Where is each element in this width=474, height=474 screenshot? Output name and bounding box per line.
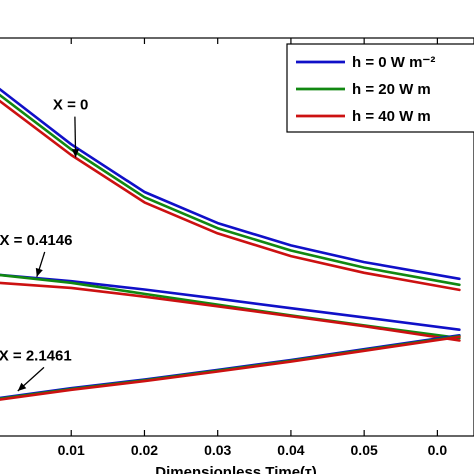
x-tick-label: 0.01 xyxy=(58,442,85,458)
annotation-arrowhead xyxy=(71,149,80,158)
legend-entry-label: h = 20 W m xyxy=(352,81,431,98)
series-line-x-2-1461-8 xyxy=(0,335,461,401)
series-layer xyxy=(0,87,461,401)
legend: h = 0 W m⁻² h = 20 W m h = 40 W m xyxy=(286,43,474,133)
legend-entry-label: h = 40 W m xyxy=(352,108,431,125)
annotation-label: X = 2.1461 xyxy=(0,347,72,364)
series-line-x-0-4146-3 xyxy=(0,273,461,332)
legend-entry-label: h = 0 W m⁻² xyxy=(352,54,435,71)
plot-frame xyxy=(0,37,474,437)
series-line-x-0-2 xyxy=(0,99,461,292)
tick-layer: 0.01 0.02 0.03 0.04 0.05 0.0 xyxy=(58,38,448,458)
x-axis-label: Dimensionless Time(τ) xyxy=(155,464,316,474)
annotation-layer: X = 0 X = 0.4146 X = 2.1461 xyxy=(0,97,88,392)
x-tick-label: 0.05 xyxy=(351,442,378,458)
x-tick-label: 0.03 xyxy=(204,442,231,458)
series-line-x-0-1 xyxy=(0,93,461,287)
series-line-x-0-4146-5 xyxy=(0,281,461,342)
x-tick-label: 0.0 xyxy=(428,442,448,458)
annotation-arrowhead xyxy=(17,382,27,391)
annotation-label: X = 0.4146 xyxy=(0,232,72,249)
series-line-x-0-0 xyxy=(0,87,461,281)
x-tick-label: 0.02 xyxy=(131,442,158,458)
x-tick-label: 0.04 xyxy=(277,442,304,458)
annotation-label: X = 0 xyxy=(53,97,88,114)
annotation-arrowhead xyxy=(35,267,43,277)
